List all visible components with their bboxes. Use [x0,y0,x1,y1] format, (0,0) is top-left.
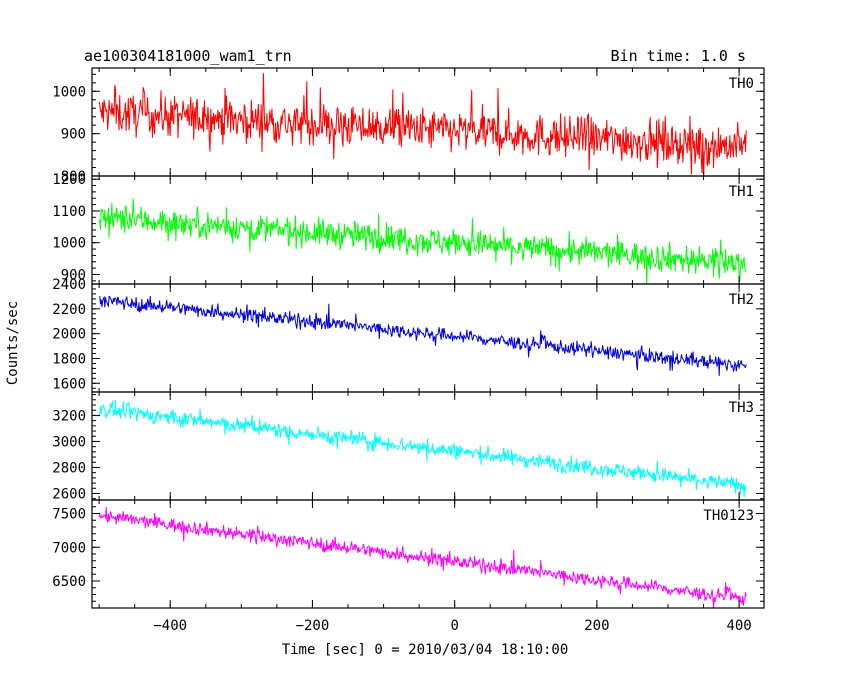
series-line-th0123 [98,506,747,608]
panel-label-th1: TH1 [729,184,754,200]
y-tick-label: 900 [61,127,86,143]
y-tick-label: 900 [61,267,86,283]
panel-frame [91,499,765,609]
y-tick-label: 1800 [52,351,86,367]
series-line-th1 [98,198,747,284]
panels-group: 800 900 1000 TH0 900 1000 1100 1200 TH1 1600 1800 2… [52,67,765,609]
y-tick-label: 3000 [52,434,86,450]
panel-th2: 1600 1800 2000 2200 2400 TH2 [52,277,765,393]
y-tick-label: 1100 [52,204,86,220]
series-line-th2 [99,295,747,376]
x-tick-label: 0 [450,618,458,634]
series-line-th3 [98,399,747,498]
bin-time-label: Bin time: 1.0 s [611,47,746,65]
y-tick-label: 2000 [52,327,86,343]
y-tick-label: 1000 [52,236,86,252]
y-tick-label: 1200 [52,172,86,188]
panel-frame [91,175,765,285]
panel-label-th3: TH3 [729,400,754,416]
x-axis: −400 −200 0 200 400 [153,618,751,634]
y-tick-label: 2400 [52,277,86,293]
y-tick-label: 6500 [52,574,86,590]
panel-th0: 800 900 1000 TH0 [52,67,765,185]
y-tick-label: 1000 [52,84,86,100]
y-tick-label: 1600 [52,376,86,392]
chart-title: ae100304181000_wam1_trn [84,47,292,65]
panel-th1: 900 1000 1100 1200 TH1 [52,172,765,285]
series-line-th0 [98,73,747,176]
y-tick-label: 2600 [52,486,86,502]
panel-th3: 2600 2800 3000 3200 TH3 [52,391,765,502]
y-tick-label: 2200 [52,302,86,318]
panel-frame [91,283,765,393]
x-tick-label: −200 [296,618,330,634]
panel-label-th0123: TH0123 [703,508,754,524]
y-axis-label: Counts/sec [5,301,21,385]
panel-label-th0: TH0 [729,76,754,92]
y-tick-label: 800 [61,169,86,185]
x-tick-label: 200 [584,618,609,634]
x-tick-label: −400 [153,618,187,634]
y-tick-label: 3200 [52,408,86,424]
panel-label-th2: TH2 [729,292,754,308]
x-tick-label: 400 [726,618,751,634]
y-tick-label: 2800 [52,460,86,476]
y-tick-label: 7500 [52,507,86,523]
panel-th0123: 6500 7000 7500 TH0123 [52,499,765,609]
x-axis-label: Time [sec] 0 = 2010/03/04 18:10:00 [282,642,569,658]
y-tick-label: 7000 [52,540,86,556]
